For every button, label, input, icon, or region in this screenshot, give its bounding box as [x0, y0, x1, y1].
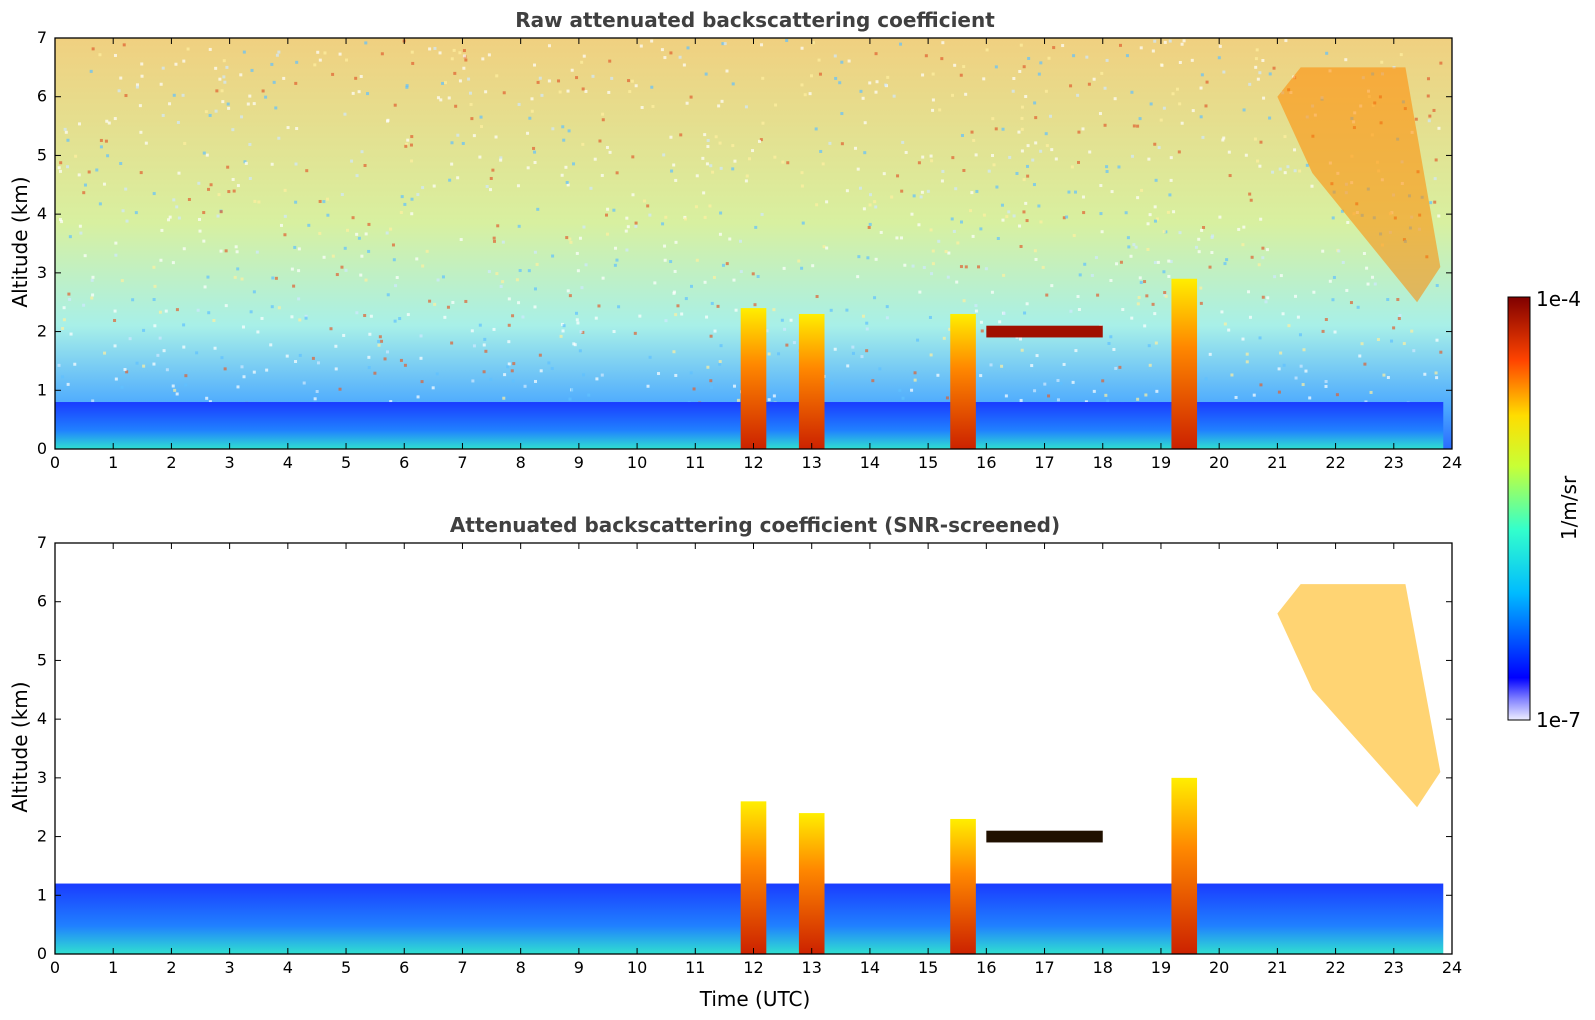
x-tick-label: 18	[1093, 958, 1113, 977]
x-tick-label: 0	[50, 453, 60, 472]
x-tick-label: 23	[1384, 453, 1404, 472]
panel-raw: Raw attenuated backscattering coefficien…	[8, 8, 1462, 472]
x-tick-label: 15	[918, 453, 938, 472]
precip-column	[798, 313, 825, 449]
y-tick-label: 6	[37, 87, 47, 106]
y-tick-label: 2	[37, 322, 47, 341]
x-tick-label: 11	[685, 453, 705, 472]
x-tick-label: 19	[1151, 958, 1171, 977]
y-tick-label: 5	[37, 145, 47, 164]
colorbar-gradient	[1507, 296, 1531, 721]
precip-column	[740, 801, 767, 954]
x-tick-label: 24	[1442, 958, 1462, 977]
y-tick-label: 1	[37, 380, 47, 399]
y-axis-label: Altitude (km)	[8, 681, 32, 812]
precip-column	[740, 308, 767, 449]
y-axis-label: Altitude (km)	[8, 176, 32, 307]
x-tick-label: 4	[283, 453, 293, 472]
y-tick-label: 6	[37, 592, 47, 611]
colorbar-min-label: 1e-7	[1536, 708, 1581, 732]
x-tick-label: 17	[1034, 453, 1054, 472]
precip-column	[950, 818, 976, 954]
y-tick-label: 3	[37, 768, 47, 787]
x-tick-label: 18	[1093, 453, 1113, 472]
x-tick-label: 8	[516, 958, 526, 977]
y-tick-label: 4	[37, 204, 47, 223]
x-tick-label: 1	[108, 958, 118, 977]
x-tick-label: 13	[802, 453, 822, 472]
colorbar-max-label: 1e-4	[1536, 287, 1581, 311]
cloud-layer	[986, 830, 1103, 843]
x-tick-label: 6	[399, 453, 409, 472]
x-tick-label: 20	[1209, 958, 1229, 977]
x-tick-label: 8	[516, 453, 526, 472]
x-tick-label: 2	[166, 453, 176, 472]
x-tick-label: 3	[225, 958, 235, 977]
cirrus-cloud	[1277, 67, 1441, 303]
panel-title: Raw attenuated backscattering coefficien…	[515, 8, 995, 32]
colorbar-label: 1/m/sr	[1557, 475, 1581, 540]
x-tick-label: 2	[166, 958, 176, 977]
precip-column	[798, 813, 825, 954]
x-tick-label: 7	[457, 453, 467, 472]
x-tick-label: 22	[1325, 453, 1345, 472]
y-tick-label: 5	[37, 650, 47, 669]
x-tick-label: 13	[802, 958, 822, 977]
cirrus-cloud	[1277, 584, 1441, 808]
x-axis-label: Time (UTC)	[699, 987, 811, 1011]
y-tick-label: 1	[37, 885, 47, 904]
x-tick-label: 6	[399, 958, 409, 977]
x-tick-label: 5	[341, 453, 351, 472]
x-tick-label: 14	[860, 958, 880, 977]
x-tick-label: 5	[341, 958, 351, 977]
y-tick-label: 7	[37, 28, 47, 47]
heatmap-layer	[55, 38, 1452, 449]
panel-snr: Attenuated backscattering coefficient (S…	[8, 513, 1462, 1011]
x-tick-label: 9	[574, 453, 584, 472]
x-tick-label: 21	[1267, 453, 1287, 472]
x-tick-label: 21	[1267, 958, 1287, 977]
x-tick-label: 11	[685, 958, 705, 977]
x-tick-label: 1	[108, 453, 118, 472]
x-tick-label: 4	[283, 958, 293, 977]
x-tick-label: 22	[1325, 958, 1345, 977]
x-tick-label: 15	[918, 958, 938, 977]
x-tick-label: 12	[743, 958, 763, 977]
y-tick-label: 3	[37, 263, 47, 282]
precip-column	[950, 313, 976, 449]
y-tick-label: 7	[37, 533, 47, 552]
x-tick-label: 3	[225, 453, 235, 472]
x-tick-label: 14	[860, 453, 880, 472]
x-tick-label: 7	[457, 958, 467, 977]
x-tick-label: 24	[1442, 453, 1462, 472]
x-tick-label: 0	[50, 958, 60, 977]
x-tick-label: 20	[1209, 453, 1229, 472]
y-tick-label: 4	[37, 709, 47, 728]
precip-column	[1171, 278, 1198, 449]
x-tick-label: 10	[627, 453, 647, 472]
y-tick-label: 0	[37, 439, 47, 458]
panel-title: Attenuated backscattering coefficient (S…	[450, 513, 1060, 537]
heatmap-layer	[55, 543, 1452, 954]
precip-column	[1171, 777, 1198, 954]
axes: 0 1 2 3 4 5 6 7 8 9 10 11 12 13 14 15 16 17 18 19 20 21 22 23 24…	[37, 28, 1462, 472]
x-tick-label: 19	[1151, 453, 1171, 472]
cloud-layer	[986, 325, 1103, 338]
colorbar: 1e-4 1e-7 1/m/sr	[1507, 287, 1581, 732]
x-tick-label: 17	[1034, 958, 1054, 977]
x-tick-label: 23	[1384, 958, 1404, 977]
x-tick-label: 10	[627, 958, 647, 977]
y-tick-label: 2	[37, 827, 47, 846]
y-tick-label: 0	[37, 944, 47, 963]
x-tick-label: 16	[976, 958, 996, 977]
axes: 0 1 2 3 4 5 6 7 8 9 10 11 12 13 14 15 16 17 18 19 20 21 22 23 24…	[37, 533, 1462, 977]
x-tick-label: 16	[976, 453, 996, 472]
x-tick-label: 9	[574, 958, 584, 977]
x-tick-label: 12	[743, 453, 763, 472]
